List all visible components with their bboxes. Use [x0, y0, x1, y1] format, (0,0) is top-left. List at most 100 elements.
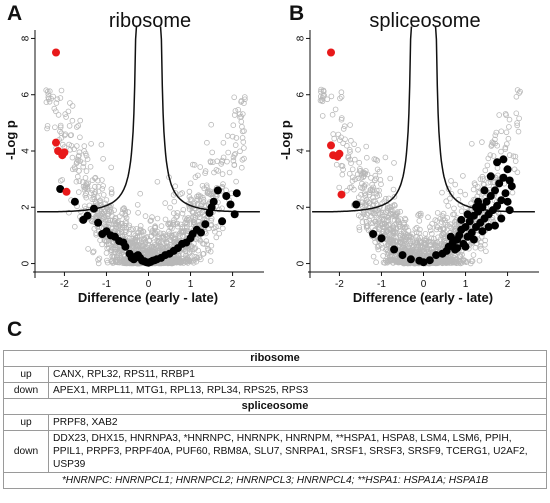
background-point [342, 136, 348, 143]
background-point [409, 231, 416, 238]
y-axis-label: -Log p [3, 120, 18, 160]
background-point [240, 111, 246, 117]
background-point [204, 241, 210, 248]
background-point [107, 207, 113, 214]
background-point [75, 173, 81, 180]
highlight-point-black [478, 227, 487, 236]
highlight-point-black [486, 192, 495, 200]
background-point [513, 94, 520, 100]
highlight-point-black [425, 256, 434, 265]
background-point [182, 220, 189, 226]
background-point [385, 250, 392, 257]
background-point [366, 192, 373, 198]
background-point [112, 221, 119, 228]
background-point [55, 112, 62, 118]
background-point [224, 133, 231, 139]
background-point [347, 147, 353, 153]
background-point [114, 259, 121, 266]
background-point [132, 237, 139, 244]
background-point [395, 219, 401, 226]
background-point [363, 197, 370, 203]
background-point [166, 257, 173, 264]
background-point [396, 232, 403, 239]
highlight-point-black [501, 189, 510, 198]
background-point [358, 175, 365, 181]
background-point [219, 183, 226, 190]
background-point [57, 95, 64, 101]
background-point [404, 248, 411, 255]
background-point [158, 223, 165, 229]
background-point [46, 88, 53, 94]
background-point [105, 217, 111, 224]
background-point [348, 160, 354, 167]
background-point [503, 129, 510, 136]
background-point [81, 187, 88, 193]
background-point [241, 145, 247, 151]
background-point [149, 228, 156, 234]
background-point [108, 189, 115, 196]
highlight-point-black [482, 197, 491, 206]
background-point [360, 208, 367, 214]
background-point [439, 189, 445, 196]
background-point [220, 225, 226, 232]
highlight-point-black [432, 251, 441, 260]
background-point [506, 152, 513, 158]
background-point [59, 177, 65, 183]
background-point [472, 182, 479, 188]
background-point [117, 258, 124, 264]
background-point [425, 238, 431, 245]
background-point [200, 199, 207, 205]
background-point [339, 115, 345, 121]
row-label: up [3, 366, 49, 383]
highlight-point-black [56, 185, 65, 193]
background-point [192, 220, 198, 227]
background-point [415, 250, 422, 256]
background-point [45, 94, 52, 101]
background-point [443, 198, 450, 205]
background-point [384, 257, 391, 264]
background-point [195, 209, 202, 215]
background-point [358, 191, 364, 198]
background-point [401, 237, 407, 243]
background-point [393, 234, 399, 241]
background-point [171, 210, 177, 217]
background-point [44, 123, 51, 129]
background-point [116, 259, 123, 266]
background-point [122, 260, 128, 267]
background-point [99, 186, 106, 192]
background-point [74, 143, 80, 149]
background-point [488, 143, 495, 149]
background-point [336, 184, 342, 191]
background-point [378, 181, 384, 188]
highlight-point-red [335, 149, 344, 158]
background-point [108, 186, 115, 192]
background-point [100, 192, 107, 198]
background-point [387, 175, 393, 182]
background-point [374, 166, 381, 173]
background-point [375, 207, 381, 214]
background-point [433, 226, 440, 233]
x-tick-label: 1 [463, 279, 469, 290]
background-point [191, 253, 198, 260]
chart-ribosome: ribosome 0 2 4 6 8 -2 -1 0 1 2 Difference (early - … [3, 10, 264, 305]
background-point [469, 141, 475, 147]
background-point [448, 178, 454, 184]
background-point [414, 233, 421, 240]
section-header-ribosome: ribosome [3, 350, 547, 367]
series-black-points [56, 185, 241, 267]
highlight-point-black [209, 197, 218, 206]
background-point [160, 233, 166, 240]
background-point [452, 181, 459, 188]
background-point [344, 142, 350, 149]
background-point [100, 183, 106, 189]
background-point [239, 164, 245, 171]
background-point [505, 135, 512, 142]
highlight-point-black [213, 186, 222, 195]
background-point [355, 147, 361, 153]
background-point [92, 183, 98, 190]
threshold-curve-left [37, 26, 138, 213]
background-point [74, 124, 80, 130]
background-point [83, 180, 90, 187]
highlight-point-black [222, 192, 231, 200]
y-tick-label: 8 [21, 35, 32, 41]
